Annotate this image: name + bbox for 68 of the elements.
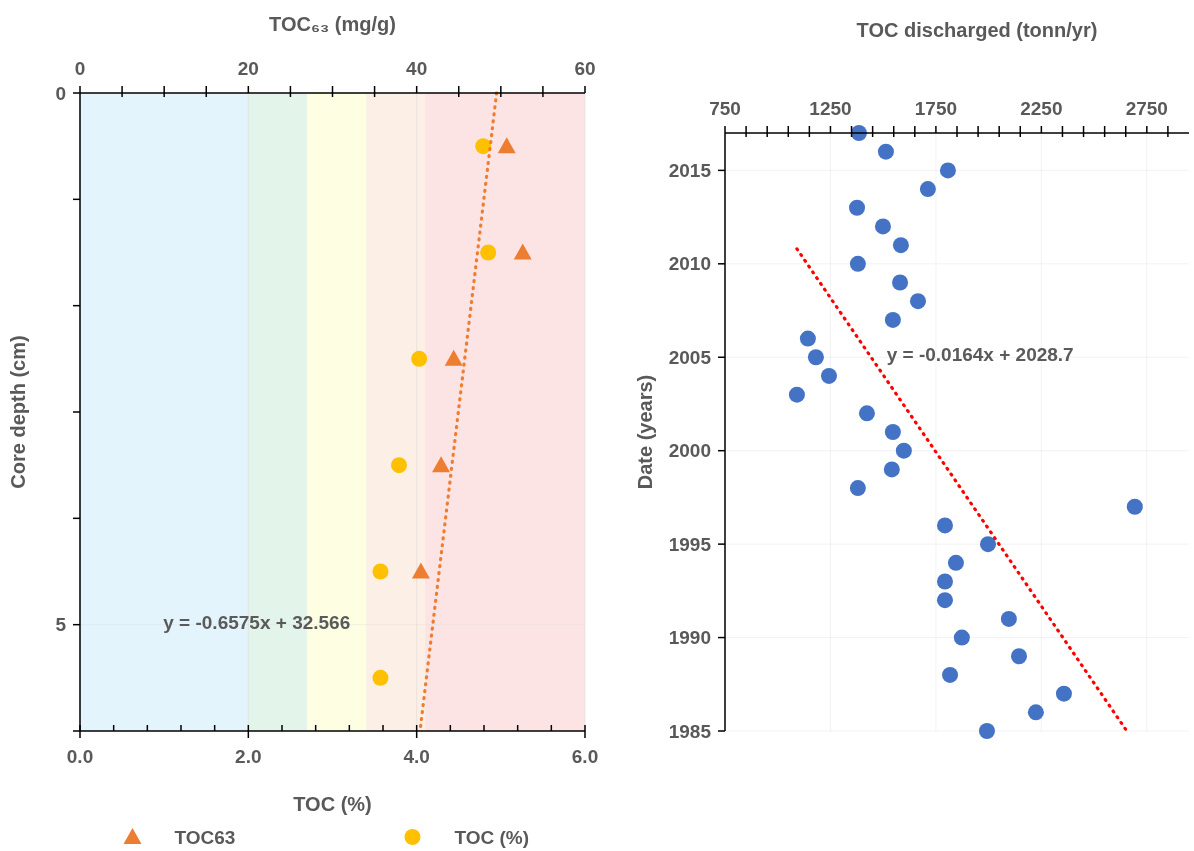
- x2-tick-label: 0: [74, 58, 86, 79]
- point: [953, 629, 970, 646]
- point: [1055, 685, 1072, 702]
- x-axis-title: TOC (%): [293, 793, 372, 815]
- point: [849, 199, 866, 216]
- point: [411, 350, 428, 367]
- point: [372, 669, 389, 686]
- legend-label: TOC (%): [454, 826, 530, 848]
- point: [884, 424, 901, 440]
- point: [919, 181, 936, 198]
- point: [909, 293, 926, 310]
- point: [947, 554, 964, 571]
- point: [807, 349, 824, 366]
- point: [877, 143, 894, 160]
- annotation: y = -0.6575x + 32.566: [163, 612, 351, 634]
- point: [936, 573, 953, 590]
- point: [892, 274, 909, 291]
- y-tick-label: 2000: [668, 440, 711, 462]
- x-tick-label: 1250: [809, 98, 852, 119]
- y-tick-label: 2010: [668, 253, 711, 275]
- point: [980, 536, 996, 553]
- point: [892, 237, 909, 254]
- x-tick-label: 6.0: [571, 746, 599, 767]
- point: [895, 442, 912, 459]
- point: [849, 255, 866, 272]
- point: [372, 563, 389, 580]
- x2-tick-label: 60: [574, 58, 596, 79]
- x-tick-label: 750: [709, 98, 741, 119]
- point: [858, 405, 875, 422]
- x-axis-title: TOC discharged (tonn/yr): [856, 19, 1098, 41]
- y-tick-label: 1995: [668, 533, 712, 555]
- point: [390, 457, 407, 474]
- y-tick-label: 2015: [668, 160, 712, 182]
- point: [874, 218, 891, 235]
- y-tick-label: 5: [55, 614, 67, 636]
- x2-tick-label: 40: [406, 58, 428, 79]
- point: [799, 330, 816, 347]
- point: [1027, 704, 1044, 721]
- point: [820, 367, 837, 384]
- point: [936, 592, 953, 609]
- point: [936, 517, 953, 534]
- y-axis-title: Date (years): [634, 374, 656, 490]
- x-tick-label: 1750: [914, 98, 958, 119]
- x-tick-label: 4.0: [403, 746, 430, 767]
- x-tick-label: 0.0: [66, 746, 94, 767]
- x2-tick-label: 20: [237, 58, 259, 79]
- legend-label: TOC63: [174, 826, 236, 848]
- x-tick-label: 2250: [1020, 98, 1063, 119]
- point: [475, 138, 492, 155]
- x-tick-label: 2750: [1125, 98, 1168, 119]
- y-tick-label: 2005: [668, 346, 712, 368]
- y-axis-title: Core depth (cm): [7, 335, 29, 489]
- x2-axis-title: TOC₆₃ (mg/g): [269, 13, 396, 35]
- point: [1000, 610, 1017, 627]
- point: [978, 723, 995, 739]
- y-tick-label: 1985: [668, 720, 712, 742]
- annotation: y = -0.0164x + 2028.7: [886, 343, 1074, 365]
- point: [942, 666, 959, 683]
- point: [480, 244, 497, 261]
- point: [849, 480, 866, 497]
- point: [883, 461, 900, 478]
- point: [939, 162, 956, 179]
- x-tick-label: 2.0: [235, 746, 262, 767]
- point: [1011, 648, 1028, 665]
- point: [884, 311, 901, 328]
- point: [788, 386, 805, 403]
- y-tick-label: 1990: [668, 627, 711, 649]
- point: [1126, 498, 1143, 515]
